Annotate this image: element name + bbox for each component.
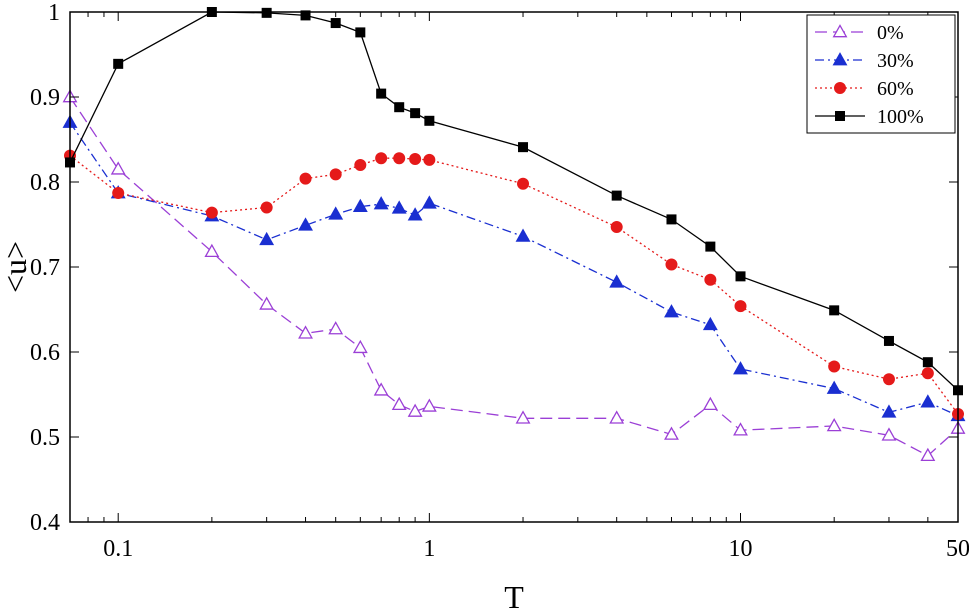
series-1-point: [826, 380, 842, 394]
series-0-point: [609, 410, 625, 424]
y-tick-label: 0.8: [30, 170, 60, 196]
series-line-3: [69, 11, 959, 391]
series-1-point: [881, 404, 897, 418]
series-3-point: [113, 58, 124, 69]
series-0-point: [515, 410, 531, 424]
series-3-point: [666, 214, 677, 225]
series-1-point: [407, 207, 423, 221]
legend-box: [806, 14, 956, 134]
series-1-point: [664, 304, 679, 318]
series-0-point: [110, 161, 126, 175]
y-tick-label: 0.5: [30, 425, 60, 451]
series-0-point: [204, 243, 220, 258]
series-0-point: [259, 296, 275, 310]
y-tick-label: 0.7: [30, 255, 60, 281]
legend-item: 30%: [815, 50, 914, 72]
series-2-point: [423, 153, 436, 166]
legend-marker: [835, 111, 845, 121]
series-2-point: [610, 221, 623, 234]
legend-label: 30%: [877, 50, 914, 72]
series-3-point: [355, 27, 366, 38]
x-axis-label: T: [504, 579, 524, 615]
series-1-point: [352, 198, 368, 212]
series-2: [64, 149, 964, 421]
series-1-point: [515, 228, 531, 242]
series-2-point: [882, 373, 895, 386]
series-1-point: [702, 316, 718, 331]
x-tick-label: 50: [946, 536, 969, 562]
series-2-point: [665, 258, 678, 271]
series-0-point: [352, 339, 368, 354]
series-2-point: [329, 168, 342, 181]
series-0-point: [421, 398, 437, 412]
legend-item: 0%: [815, 22, 904, 44]
series-0-point: [664, 426, 679, 440]
legend-marker: [832, 24, 848, 38]
series-3-point: [883, 335, 894, 346]
series-2-point: [205, 206, 218, 219]
y-tick-label: 0.9: [30, 85, 60, 111]
series-0-point: [407, 403, 423, 417]
series-2-point: [734, 300, 747, 313]
x-tick-label: 10: [729, 536, 753, 562]
series-3-point: [330, 18, 341, 29]
series-1-point: [259, 231, 275, 246]
legend-label: 100%: [877, 106, 924, 128]
series-2-point: [517, 177, 530, 190]
y-axis-label: <u>: [0, 241, 33, 293]
series-2-point: [921, 367, 934, 380]
series-1-point: [609, 274, 625, 288]
x-tick-label: 1: [423, 536, 435, 562]
series-3-point: [376, 88, 387, 99]
series-2-point: [409, 153, 422, 166]
series-3-point: [829, 305, 840, 316]
legend-marker: [832, 52, 848, 66]
series-0-point: [391, 396, 407, 411]
series-1-point: [421, 195, 437, 209]
series-0-point: [826, 418, 842, 432]
legend-label: 60%: [877, 78, 914, 100]
series-2-point: [354, 159, 367, 171]
series-2-point: [375, 152, 388, 165]
series-2-point: [299, 172, 312, 185]
series-1-point: [298, 217, 313, 231]
series-2-point: [260, 201, 273, 214]
series-0-point: [733, 422, 748, 436]
series-0-point: [298, 325, 313, 339]
series-2-point: [112, 187, 125, 200]
series-1-point: [328, 206, 344, 220]
legend-item: 100%: [815, 106, 924, 128]
series-0-point: [881, 427, 897, 441]
series-0-point: [702, 396, 718, 411]
legend-label: 0%: [877, 22, 904, 44]
series-1-point: [373, 196, 389, 210]
series-1-point: [391, 200, 407, 214]
series-3-point: [735, 271, 746, 282]
series-3-point: [922, 357, 933, 368]
x-tick-label: 0.1: [103, 536, 133, 562]
series-3-point: [410, 108, 421, 119]
series-0-point: [328, 321, 344, 335]
series-2-point: [704, 273, 717, 286]
series-1-point: [733, 361, 748, 375]
series-line-1: [69, 122, 959, 417]
series-0-point: [920, 447, 936, 462]
series-2-point: [393, 152, 406, 165]
y-tick-label: 0.4: [30, 510, 60, 536]
series-3-point: [424, 115, 435, 126]
y-tick-label: 0.6: [30, 340, 60, 366]
series-3-point: [705, 241, 716, 252]
legend: 0% 30% 60% 100%: [806, 14, 956, 134]
series-3-point: [394, 102, 405, 113]
ticks-layer: 0.1 1 10 50 0.4 0.5 0.6 0.7 0.8 0.9 1: [30, 0, 969, 562]
legend-item: 60%: [815, 78, 914, 100]
legend-marker: [834, 82, 846, 94]
series-2-point: [828, 360, 841, 373]
series-0-point: [373, 382, 389, 396]
y-tick-label: 1: [48, 0, 60, 26]
series-1-point: [920, 394, 936, 408]
series-3-point: [518, 142, 529, 153]
series-3-point: [611, 190, 622, 201]
